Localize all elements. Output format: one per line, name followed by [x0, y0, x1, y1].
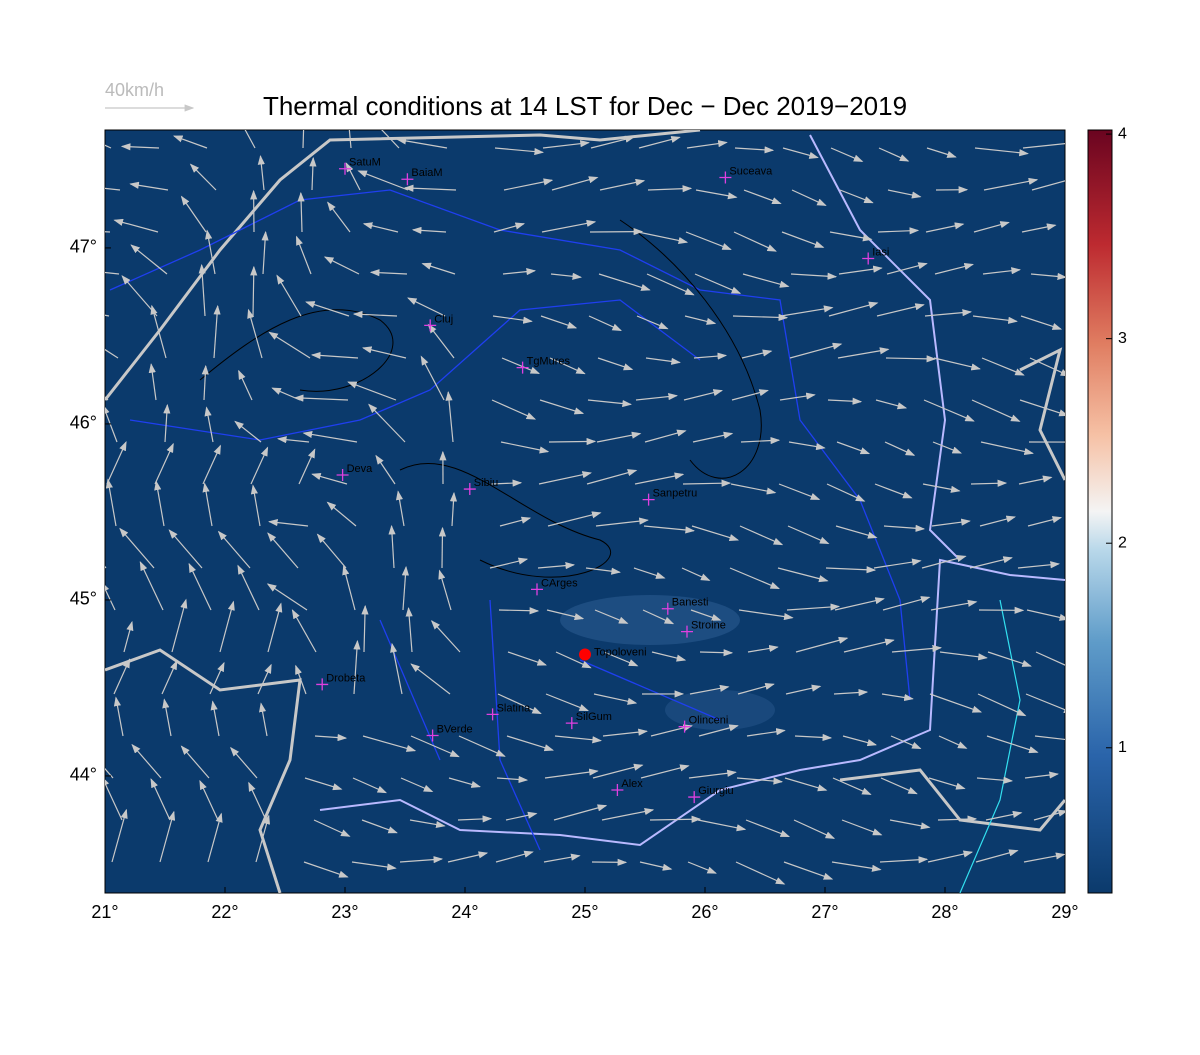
city-label: Giurgiu — [698, 785, 733, 797]
x-tick-label: 21° — [91, 902, 118, 922]
city-label: CArges — [541, 577, 578, 589]
y-tick-label: 45° — [70, 589, 97, 609]
city-label: Cluj — [434, 313, 453, 325]
colorbar-tick-label: 1 — [1118, 739, 1127, 756]
city-label: Olinceni — [689, 715, 729, 727]
city-label: Alex — [621, 778, 643, 790]
x-tick-label: 27° — [811, 902, 838, 922]
map-title: Thermal conditions at 14 LST for Dec − D… — [263, 91, 907, 121]
colorbar-tick-label: 4 — [1118, 125, 1127, 142]
x-tick-label: 22° — [211, 902, 238, 922]
x-tick-label: 25° — [571, 902, 598, 922]
city-label: Stroine — [691, 620, 726, 632]
highlight-label: Topoloveni — [594, 646, 647, 658]
x-tick-label: 28° — [931, 902, 958, 922]
city-label: TgMures — [527, 356, 571, 368]
wind-arrow — [63, 229, 110, 232]
city-label: Slatina — [497, 702, 532, 714]
x-tick-label: 26° — [691, 902, 718, 922]
y-tick-label: 47° — [70, 237, 97, 257]
city-label: SilGum — [576, 711, 612, 723]
wind-arrow — [71, 527, 106, 568]
city-label: BVerde — [437, 723, 473, 735]
wind-scale-label: 40km/h — [105, 80, 164, 100]
wind-arrow — [549, 441, 595, 442]
colorbar-tick-label: 3 — [1118, 330, 1127, 347]
city-label: Sibiu — [474, 477, 498, 489]
city-label: Drobeta — [326, 672, 366, 684]
city-label: Banesti — [672, 597, 709, 609]
x-tick-label: 24° — [451, 902, 478, 922]
x-tick-label: 29° — [1051, 902, 1078, 922]
y-tick-label: 44° — [70, 765, 97, 785]
highlight-marker — [579, 649, 591, 661]
wind-arrow — [442, 528, 443, 568]
city-label: SatuM — [349, 157, 381, 169]
city-label: Sanpetru — [653, 488, 698, 500]
wind-arrow — [80, 374, 108, 400]
city-label: Iasi — [872, 246, 889, 258]
y-tick-label: 46° — [70, 413, 97, 433]
colorbar-tick-label: 2 — [1118, 534, 1127, 551]
city-label: Deva — [347, 463, 374, 475]
colorbar — [1088, 130, 1112, 893]
city-label: BaiaM — [411, 167, 442, 179]
city-label: Suceava — [729, 165, 773, 177]
x-tick-label: 23° — [331, 902, 358, 922]
